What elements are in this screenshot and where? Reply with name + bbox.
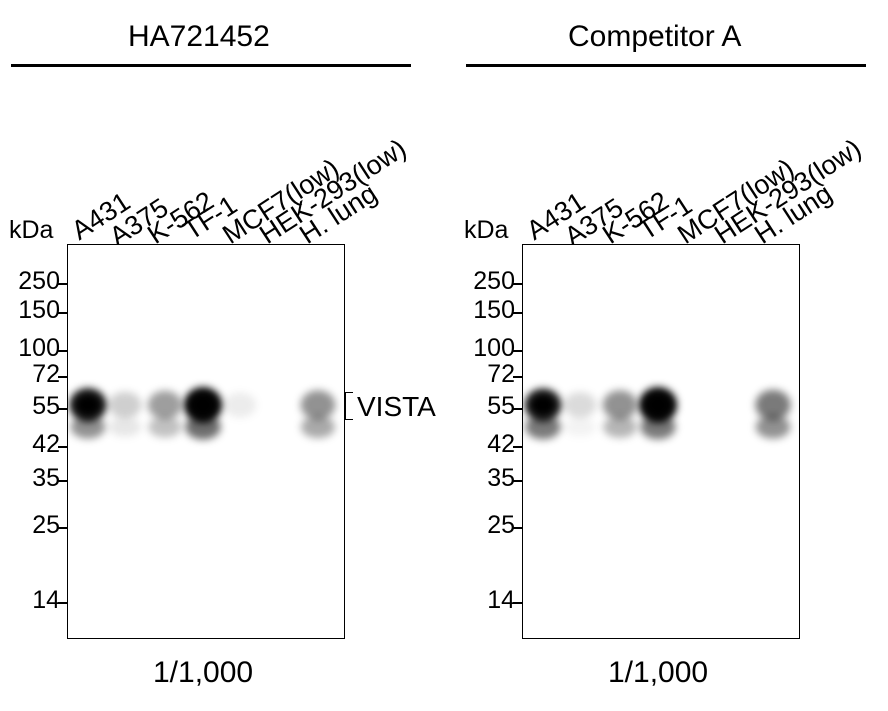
band-a431-upper-core (74, 393, 102, 417)
band-a431-upper-core (529, 393, 557, 417)
mw-tick-25 (58, 527, 68, 529)
mw-label-14: 14 (32, 586, 60, 614)
mw-label-55: 55 (32, 392, 60, 420)
dilution-label: 1/1,000 (153, 656, 254, 689)
mw-tick-72 (513, 376, 523, 378)
mw-tick-42 (58, 446, 68, 448)
mw-label-35: 35 (487, 464, 515, 492)
mw-tick-25 (513, 527, 523, 529)
mw-label-14: 14 (487, 586, 515, 614)
mw-tick-55 (58, 408, 68, 410)
blot-membrane (522, 244, 800, 639)
mw-label-250: 250 (18, 267, 60, 295)
mw-tick-14 (58, 602, 68, 604)
mw-tick-14 (513, 602, 523, 604)
blot-panel-ha721452: HA721452 A431 A375 K-562 TF-1 MCF7(low) … (0, 0, 436, 711)
mw-label-35: 35 (32, 464, 60, 492)
band-tf-1-upper-core (644, 393, 672, 417)
band-k-562-upper (602, 390, 638, 420)
band-a375-lower (108, 417, 142, 437)
mw-label-55: 55 (487, 392, 515, 420)
blot-bands (69, 387, 336, 440)
band-tf-1-upper-core (189, 393, 217, 417)
band-a431-lower (70, 415, 106, 439)
mw-tick-150 (58, 312, 68, 314)
mw-tick-72 (58, 376, 68, 378)
band-tf-1-lower (185, 414, 221, 440)
mw-label-100: 100 (473, 334, 515, 362)
mw-label-72: 72 (487, 360, 515, 388)
band-h-lung-lower (755, 415, 791, 439)
mw-label-100: 100 (18, 334, 60, 362)
blot-panel-competitor-a: Competitor A A431 A375 K-562 TF-1 MCF7(l… (455, 0, 885, 711)
band-k-562-upper (147, 390, 183, 420)
mw-label-42: 42 (487, 430, 515, 458)
band-h-lung-upper (300, 390, 336, 420)
band-a375-upper (563, 392, 597, 418)
mw-label-150: 150 (473, 296, 515, 324)
band-a375-upper (108, 391, 142, 419)
title-underline (11, 64, 411, 67)
panel-title: HA721452 (128, 20, 270, 53)
blot-bands (524, 387, 791, 440)
band-k-562-lower (148, 416, 182, 438)
band-mcf7-low-upper (223, 392, 257, 418)
band-k-562-lower (603, 416, 637, 438)
mw-label-72: 72 (32, 360, 60, 388)
vista-band-bracket (345, 392, 353, 420)
mw-label-42: 42 (32, 430, 60, 458)
mw-tick-250 (513, 283, 523, 285)
mw-tick-42 (513, 446, 523, 448)
band-a431-lower (525, 414, 561, 440)
mw-tick-100 (513, 350, 523, 352)
mw-tick-55 (513, 408, 523, 410)
kda-unit-label: kDa (464, 216, 509, 244)
mw-tick-150 (513, 312, 523, 314)
mw-tick-100 (58, 350, 68, 352)
mw-tick-35 (58, 480, 68, 482)
band-a375-lower (563, 417, 597, 437)
mw-tick-35 (513, 480, 523, 482)
panel-title: Competitor A (568, 20, 742, 53)
kda-unit-label: kDa (9, 216, 54, 244)
mw-label-250: 250 (473, 267, 515, 295)
mw-label-25: 25 (487, 511, 515, 539)
vista-band-label: VISTA (357, 391, 436, 422)
band-h-lung-lower (300, 415, 336, 439)
band-tf-1-lower (640, 414, 676, 440)
mw-label-25: 25 (32, 511, 60, 539)
blot-membrane (67, 244, 345, 639)
title-underline (466, 64, 866, 67)
mw-label-150: 150 (18, 296, 60, 324)
band-h-lung-upper (755, 389, 791, 421)
mw-tick-250 (58, 283, 68, 285)
dilution-label: 1/1,000 (608, 656, 709, 689)
